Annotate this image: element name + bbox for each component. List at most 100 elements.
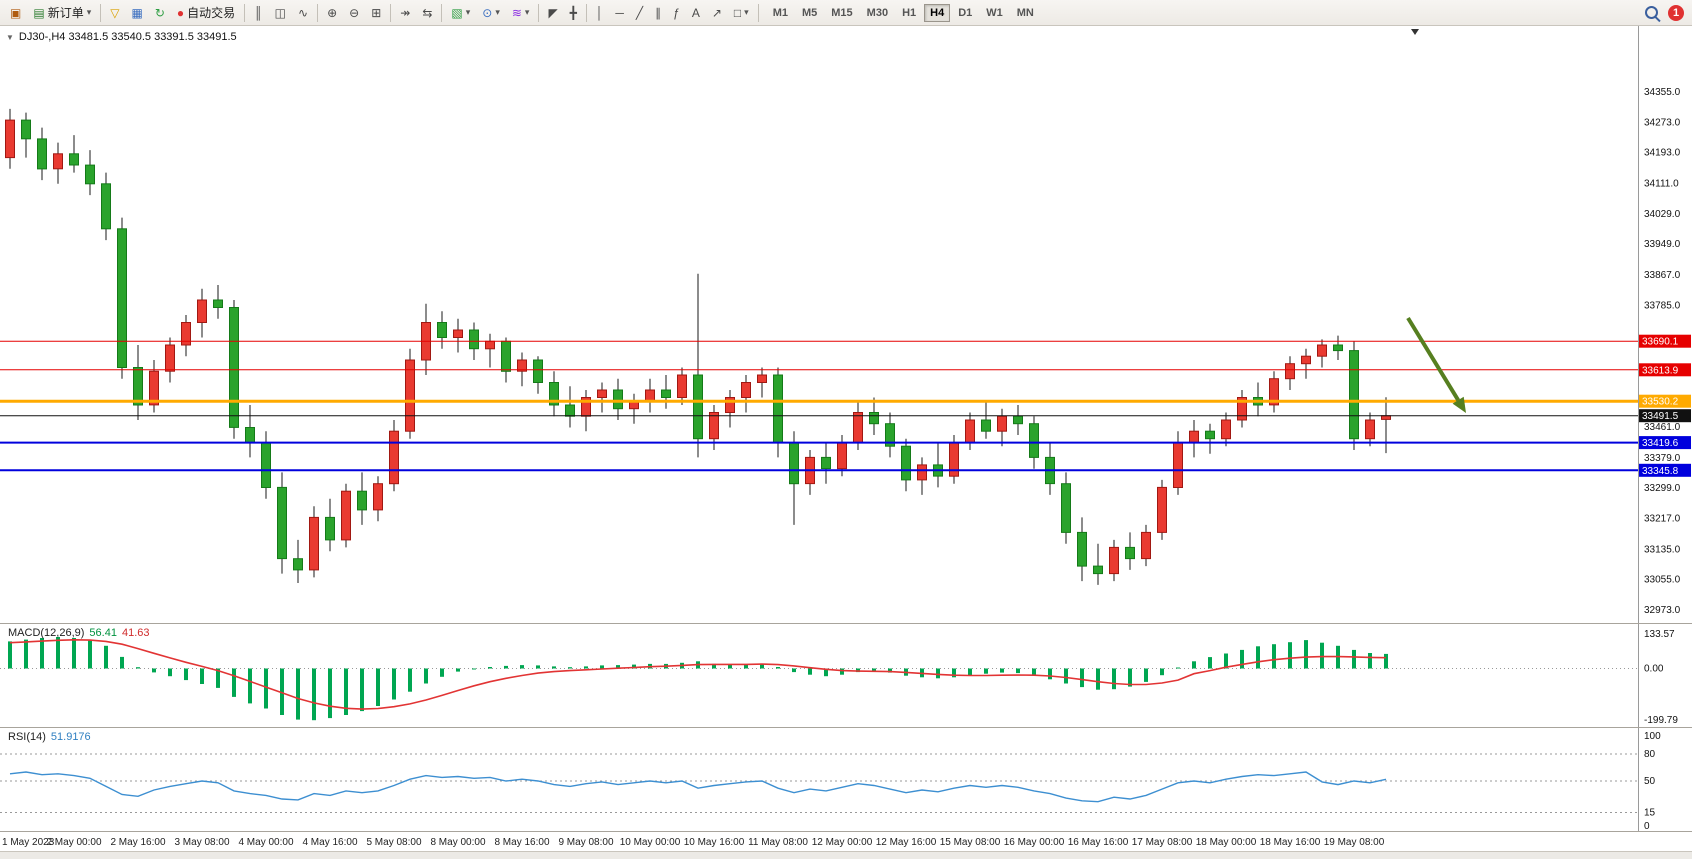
timeframe-h4[interactable]: H4 — [924, 3, 951, 22]
macd-histogram-bar — [1064, 668, 1068, 684]
macd-histogram-bar — [376, 668, 380, 706]
zoom-in-button[interactable]: ⊕ — [322, 2, 342, 24]
macd-histogram-bar — [168, 668, 172, 677]
caret-down-icon: ▾ — [465, 7, 471, 17]
candle — [21, 119, 31, 140]
funnel-button[interactable]: ▽ — [105, 2, 124, 24]
auto-scroll-button[interactable]: ↠ — [395, 2, 415, 24]
macd-main-value: 56.41 — [89, 627, 117, 639]
panel-splitter-macd[interactable] — [0, 623, 1692, 627]
macd-histogram-bar — [792, 668, 796, 673]
macd-histogram-bar — [568, 667, 572, 669]
macd-histogram-bar — [1192, 661, 1196, 669]
trendline-tool-button[interactable]: ╱ — [631, 2, 648, 24]
shapes-icon: □ — [733, 5, 742, 20]
arrows-tool-button[interactable]: ↗ — [707, 2, 727, 24]
timeframe-m30[interactable]: M30 — [866, 6, 889, 19]
search-button[interactable] — [1640, 2, 1663, 24]
vertical-line-tool-button[interactable]: │ — [591, 2, 609, 24]
timeframe-w1[interactable]: W1 — [986, 6, 1003, 19]
horizontal-line-tool-button[interactable]: ─ — [610, 2, 629, 24]
auto-scroll-icon: ↠ — [400, 5, 411, 20]
arrow-annotation[interactable] — [1406, 316, 1460, 402]
channel-tool-button[interactable]: ∥ — [650, 2, 666, 24]
rsi-value: 51.9176 — [50, 731, 91, 743]
candle — [373, 483, 383, 511]
price-tick-label: 32973.0 — [1644, 605, 1681, 616]
fibonacci-icon: ƒ — [673, 5, 680, 20]
timeframe-mn[interactable]: MN — [1016, 6, 1034, 19]
crosshair-icon: ╋ — [569, 5, 577, 20]
time-tick-label: 10 May 00:00 — [620, 837, 681, 848]
macd-histogram-bar — [1384, 653, 1388, 669]
refresh-button[interactable]: ↻ — [150, 2, 170, 24]
indicators-button[interactable]: ≋ ▾ — [507, 2, 535, 24]
text-tool-button[interactable]: A — [687, 2, 705, 24]
price-tick-label: 33299.0 — [1644, 483, 1681, 494]
fibonacci-tool-button[interactable]: ƒ — [668, 2, 685, 24]
macd-histogram-bar — [616, 665, 620, 669]
main-chart-canvas[interactable] — [5, 108, 1391, 585]
candle — [613, 389, 623, 410]
candle — [293, 558, 303, 571]
one-click-trading-toggle-icon[interactable]: ▼ — [6, 32, 14, 42]
candlestick-chart-button[interactable]: ◫ — [270, 2, 291, 24]
toolbar-separator — [317, 3, 319, 22]
notification-badge[interactable]: 1 — [1668, 4, 1684, 21]
macd-histogram-bar — [392, 668, 396, 700]
charts-menu-button[interactable]: ▣ — [5, 2, 26, 24]
timeframe-d1[interactable]: D1 — [958, 6, 973, 19]
crosshair-tool-button[interactable]: ╋ — [565, 2, 582, 24]
macd-histogram-bar — [888, 668, 892, 673]
tile-windows-button[interactable]: ⊞ — [366, 2, 386, 24]
macd-histogram-bar — [968, 668, 972, 676]
price-tick-label: 33867.0 — [1644, 270, 1681, 281]
auto-trading-button[interactable]: ● 自动交易 — [172, 2, 240, 24]
macd-histogram-bar — [296, 668, 300, 720]
bar-chart-button[interactable]: ║ — [249, 2, 268, 24]
candle — [981, 419, 991, 432]
chart-shift-marker[interactable] — [1411, 29, 1419, 35]
cursor-tool-button[interactable]: ◤ — [543, 2, 562, 24]
panel-splitter-rsi[interactable] — [0, 727, 1692, 731]
price-badge — [1639, 436, 1691, 450]
time-tick-label: 17 May 08:00 — [1132, 837, 1193, 848]
macd-histogram-bar — [520, 665, 524, 669]
candle — [1205, 430, 1215, 440]
macd-histogram-bar — [952, 668, 956, 678]
timeframe-m5[interactable]: M5 — [801, 6, 818, 19]
candle — [869, 412, 879, 425]
line-chart-button[interactable]: ∿ — [293, 2, 313, 24]
macd-histogram-bar — [1144, 668, 1148, 682]
chart-shift-button[interactable]: ⇆ — [417, 2, 437, 24]
timeframe-m15[interactable]: M15 — [831, 6, 853, 19]
macd-scale-label: 0.00 — [1644, 664, 1664, 675]
macd-histogram-bar — [360, 668, 364, 712]
time-tick-label: 4 May 00:00 — [238, 837, 293, 848]
macd-histogram-bar — [24, 639, 28, 669]
new-chart-button[interactable]: ▧ ▾ — [446, 2, 475, 24]
macd-histogram-bar — [1128, 668, 1132, 687]
new-order-button[interactable]: ▤ 新订单 ▾ — [28, 2, 96, 24]
zoom-out-button[interactable]: ⊖ — [344, 2, 364, 24]
macd-histogram-bar — [744, 664, 748, 669]
price-badge — [1639, 463, 1691, 477]
candle — [437, 322, 447, 338]
price-badge-label: 33690.1 — [1642, 337, 1679, 348]
arrows-icon: ↗ — [711, 5, 722, 20]
candle — [1237, 397, 1247, 421]
time-tick-label: 10 May 16:00 — [684, 837, 745, 848]
macd-panel[interactable]: 133.57 0.00 -199.79 — [0, 629, 1678, 726]
candle — [389, 430, 399, 485]
timeframe-m1[interactable]: M1 — [772, 6, 788, 19]
shapes-tool-button[interactable]: □ ▾ — [729, 2, 754, 24]
market-watch-button[interactable]: ▦ — [126, 2, 147, 24]
periods-button[interactable]: ⊙ ▾ — [477, 2, 505, 24]
macd-histogram-bar — [136, 667, 140, 669]
caret-down-icon: ▾ — [524, 7, 530, 17]
candle — [1349, 350, 1359, 440]
rsi-panel[interactable]: 100 80 50 15 0 — [0, 731, 1661, 832]
timeframe-h1[interactable]: H1 — [902, 6, 917, 19]
new-order-icon: ▤ — [33, 5, 45, 20]
